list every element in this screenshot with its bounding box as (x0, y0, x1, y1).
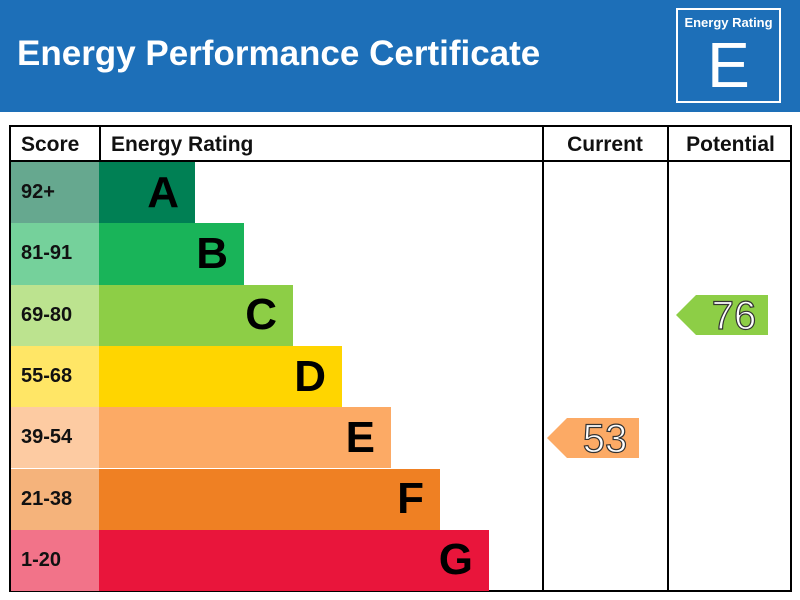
score-range-e: 39-54 (11, 407, 99, 469)
potential-arrow-shape (676, 295, 768, 336)
divider-potential (667, 127, 669, 590)
rating-letter-e: E (345, 412, 375, 462)
rating-letter-f: F (397, 474, 424, 524)
rating-letter-b: B (196, 228, 228, 278)
badge-letter: E (707, 29, 750, 101)
rating-table: Score Energy Rating Current Potential 92… (9, 125, 792, 592)
divider-score (99, 127, 101, 160)
current-arrow-shape (547, 417, 639, 458)
energy-rating-badge: Energy Rating E (676, 8, 781, 103)
rating-bar-b: B (99, 223, 244, 285)
rating-letter-g: G (438, 535, 473, 585)
page-title: Energy Performance Certificate (17, 34, 541, 73)
rating-bar-e: E (99, 407, 391, 469)
header-score: Score (21, 133, 80, 156)
score-range-f: 21-38 (11, 468, 99, 530)
rating-letter-d: D (294, 351, 326, 401)
potential-rating-value: 76 (712, 294, 757, 338)
rating-bar-g: G (99, 529, 489, 592)
score-range-c: 69-80 (11, 284, 99, 346)
rating-bar-a: A (99, 162, 195, 224)
score-range-g: 1-20 (11, 529, 99, 592)
rating-bar-d: D (99, 345, 342, 408)
header-divider (11, 160, 790, 162)
badge-label: Energy Rating (684, 15, 773, 30)
header-potential: Potential (686, 133, 775, 156)
score-range-a: 92+ (11, 162, 99, 224)
rating-letter-c: C (245, 290, 277, 340)
rating-letter-a: A (147, 167, 179, 217)
current-rating-value: 53 (583, 417, 628, 461)
rating-bar-f: F (99, 468, 440, 530)
current-rating-arrow: 53 (547, 416, 639, 461)
rating-bar-c: C (99, 284, 293, 346)
score-range-d: 55-68 (11, 345, 99, 408)
header-energy-rating: Energy Rating (111, 133, 254, 156)
score-range-b: 81-91 (11, 223, 99, 285)
header-banner: Energy Performance Certificate Energy Ra… (0, 0, 800, 112)
header-current: Current (567, 133, 643, 156)
potential-rating-arrow: 76 (676, 294, 768, 339)
divider-current (542, 127, 544, 590)
